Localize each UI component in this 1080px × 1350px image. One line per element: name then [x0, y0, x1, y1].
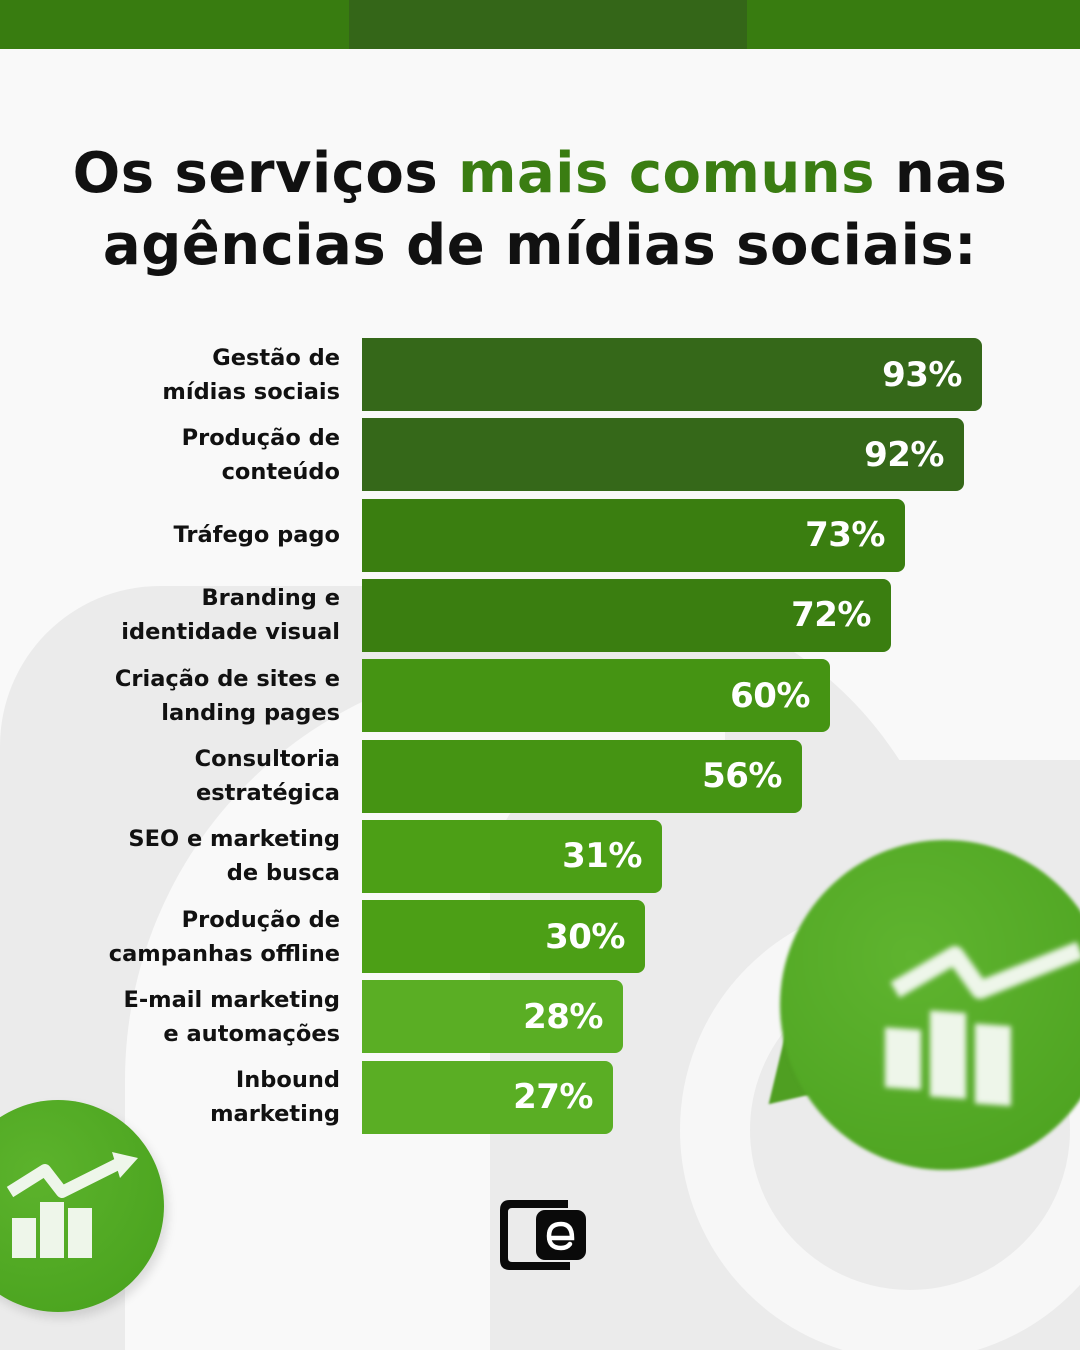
bar-label: Gestão de mídias sociais — [40, 338, 340, 411]
bar-value: 56% — [702, 756, 782, 796]
chart-row: Consultoria estratégica 56% — [0, 739, 1080, 813]
bar: 56% — [362, 739, 802, 813]
bar-label-line1: Produção de — [181, 906, 340, 933]
page-title: Os serviços mais comuns nas agências de … — [0, 138, 1080, 282]
bar-value: 92% — [864, 434, 944, 475]
bar-label-line2: e automações — [163, 1020, 340, 1047]
bar-label: Produção de campanhas offline — [40, 900, 340, 973]
bar-label: Produção de conteúdo — [40, 418, 340, 491]
bar-label-line1: Branding e — [201, 585, 340, 612]
top-color-bar — [0, 0, 1080, 49]
title-part2: nas — [874, 141, 1008, 206]
title-line2: agências de mídias sociais: — [102, 213, 978, 278]
bar-value: 60% — [730, 675, 810, 716]
bar-label-line1: E-mail marketing — [123, 986, 340, 1013]
bar: 31% — [362, 819, 662, 893]
bar-label-line2: identidade visual — [121, 619, 340, 646]
bar-label-line2: estratégica — [195, 780, 340, 806]
bar-label: Branding e identidade visual — [40, 579, 340, 652]
bar-label-line2: conteúdo — [221, 458, 340, 485]
bar-value: 73% — [805, 515, 885, 556]
bar-label-line1: Produção de — [181, 424, 340, 451]
brand-e-logo-icon — [498, 1198, 588, 1272]
chart-row: SEO e marketing de busca 31% — [0, 819, 1080, 893]
chart-row: Produção de campanhas offline 30% — [0, 900, 1080, 974]
top-bar-segment-middle — [349, 0, 747, 49]
bar: 60% — [362, 659, 830, 733]
bar: 93% — [362, 338, 982, 411]
bar: 28% — [362, 980, 623, 1054]
chart-row: Criação de sites e landing pages 60% — [0, 659, 1080, 733]
bar-label-line1: Tráfego pago — [173, 522, 340, 549]
bar-value: 31% — [562, 836, 642, 877]
bar-value: 93% — [882, 354, 962, 395]
bar-label-line1: SEO e marketing — [128, 826, 340, 853]
bar-label-line2: de busca — [226, 860, 340, 887]
top-bar-segment-right — [747, 0, 1080, 49]
bar: 73% — [362, 498, 905, 572]
top-bar-segment-left — [0, 0, 349, 49]
bar-value: 28% — [523, 996, 603, 1037]
bar-label-line2: marketing — [210, 1101, 340, 1128]
chart-row: E-mail marketing e automações 28% — [0, 980, 1080, 1054]
bar-label-line2: mídias sociais — [162, 378, 340, 405]
chart-trend-up-icon — [780, 840, 1080, 1170]
bar-label: E-mail marketing e automações — [40, 980, 340, 1053]
bar: 30% — [362, 900, 645, 974]
bar-label-line1: Consultoria — [194, 746, 340, 772]
bar-label: Tráfego pago — [40, 499, 340, 572]
bar-label: Inbound marketing — [40, 1061, 340, 1134]
bar: 92% — [362, 418, 964, 492]
bar-label: Consultoria estratégica — [40, 740, 340, 813]
bar: 27% — [362, 1060, 613, 1134]
chart-row: Branding e identidade visual 72% — [0, 578, 1080, 652]
bar-label: SEO e marketing de busca — [40, 820, 340, 893]
bar-label-line1: Criação de sites e — [114, 665, 340, 692]
chart-trend-up-icon — [0, 1100, 164, 1312]
title-highlight: mais comuns — [458, 141, 875, 206]
chart-row: Gestão de mídias sociais 93% — [0, 338, 1080, 411]
bar: 72% — [362, 578, 891, 652]
bar-label: Criação de sites e landing pages — [40, 659, 340, 732]
chart-row: Tráfego pago 73% — [0, 498, 1080, 572]
bar-label-line1: Inbound — [235, 1067, 340, 1094]
bar-value: 30% — [545, 916, 625, 957]
chart-row: Produção de conteúdo 92% — [0, 418, 1080, 492]
bar-value: 72% — [791, 595, 871, 636]
bar-label-line2: campanhas offline — [108, 940, 340, 967]
bar-label-line1: Gestão de — [212, 344, 340, 371]
bar-label-line2: landing pages — [161, 699, 340, 726]
chart-row: Inbound marketing 27% — [0, 1060, 1080, 1134]
title-part1: Os serviços — [72, 141, 459, 206]
bar-value: 27% — [513, 1077, 593, 1118]
